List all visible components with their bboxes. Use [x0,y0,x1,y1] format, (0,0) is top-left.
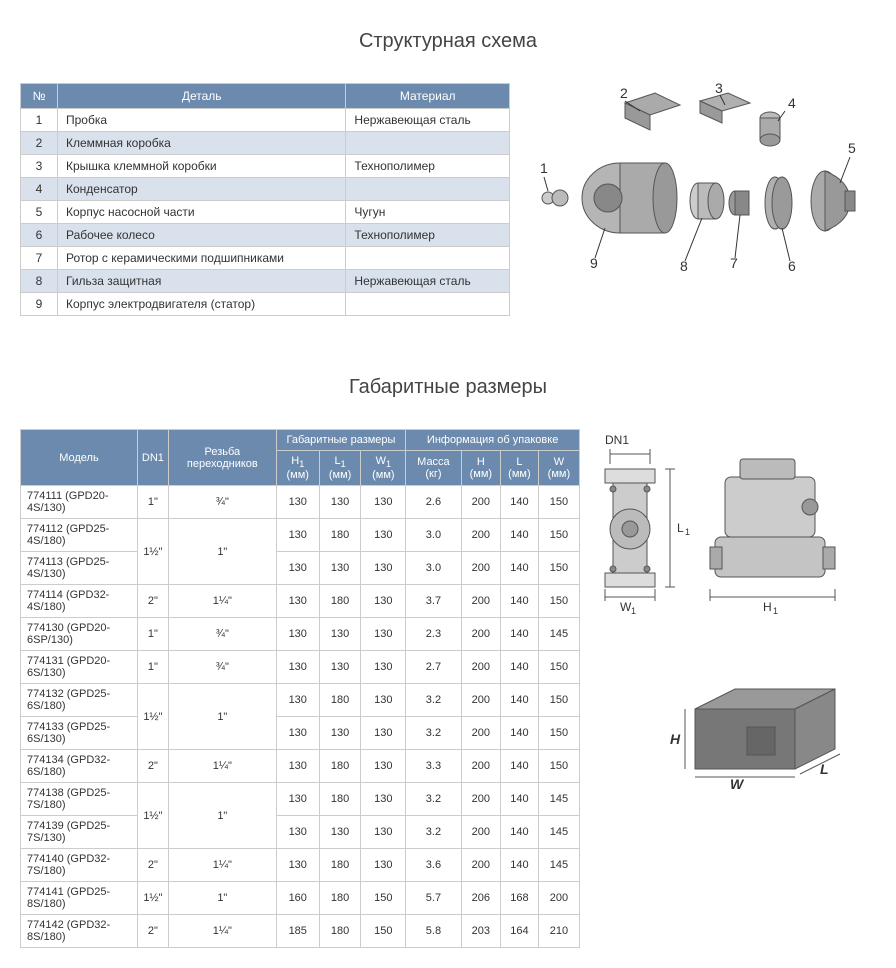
table-row: 774142 (GPD32-8S/180)2"1¼"1851801505.820… [21,915,580,948]
table-row: 774133 (GPD25-6S/130)1301301303.22001401… [21,717,580,750]
svg-text:7: 7 [730,255,738,271]
svg-text:1: 1 [773,606,778,616]
svg-text:3: 3 [715,83,723,96]
svg-text:5: 5 [848,140,856,156]
svg-text:H: H [763,600,772,614]
svg-text:6: 6 [788,258,796,274]
table-row: 6Рабочее колесоТехнополимер [21,224,510,247]
dh-l: L (мм) [501,451,539,486]
table-row: 774140 (GPD32-7S/180)2"1¼"1301801303.620… [21,849,580,882]
exploded-diagram: 2 3 4 1 [530,83,876,316]
dimension-drawings: DN1 W 1 [595,429,876,948]
table-row: 774134 (GPD32-6S/180)2"1¼"1301801303.320… [21,750,580,783]
dh-w1: W1 (мм) [361,451,406,486]
label-dn1: DN1 [605,433,629,447]
table-row: 774130 (GPD20-6SP/130)1"¾"1301301302.320… [21,618,580,651]
parts-header-mat: Материал [346,84,510,109]
table-row: 774141 (GPD25-8S/180)1½"1"1601801505.720… [21,882,580,915]
parts-header-num: № [21,84,58,109]
table-row: 774113 (GPD25-4S/130)1301301303.02001401… [21,552,580,585]
svg-text:1: 1 [540,160,548,176]
table-row: 2Клеммная коробка [21,132,510,155]
svg-text:W: W [730,776,745,789]
title-structure: Структурная схема [20,30,876,53]
parts-table: № Деталь Материал 1ПробкаНержавеющая ста… [20,83,510,316]
title-dimensions: Габаритные размеры [20,376,876,399]
table-row: 774114 (GPD32-4S/180)2"1¼"1301801303.720… [21,585,580,618]
table-row: 1ПробкаНержавеющая сталь [21,109,510,132]
svg-text:9: 9 [590,255,598,271]
dh-l1: L1 (мм) [319,451,361,486]
dh-h1: H1 (мм) [276,451,319,486]
table-row: 774131 (GPD20-6S/130)1"¾"1301301302.7200… [21,651,580,684]
table-row: 774138 (GPD25-7S/180)1½"1"1301801303.220… [21,783,580,816]
table-row: 4Конденсатор [21,178,510,201]
table-row: 7Ротор с керамическими подшипниками [21,247,510,270]
dh-thread: Резьба переходников [168,430,276,486]
table-row: 774111 (GPD20-4S/130)1"¾"1301301302.6200… [21,486,580,519]
svg-text:2: 2 [620,85,628,101]
dh-w: W (мм) [538,451,579,486]
dimensions-section: Модель DN1 Резьба переходников Габаритны… [20,429,876,948]
svg-text:L: L [677,521,684,535]
table-row: 5Корпус насосной частиЧугун [21,201,510,224]
svg-text:1: 1 [631,606,636,616]
table-row: 774112 (GPD25-4S/180)1½"1"1301801303.020… [21,519,580,552]
table-row: 774139 (GPD25-7S/130)1301301303.22001401… [21,816,580,849]
table-row: 3Крышка клеммной коробкиТехнополимер [21,155,510,178]
parts-header-name: Деталь [58,84,346,109]
structure-section: № Деталь Материал 1ПробкаНержавеющая ста… [20,83,876,316]
svg-text:8: 8 [680,258,688,274]
table-row: 9Корпус электродвигателя (статор) [21,293,510,316]
svg-text:1: 1 [685,527,690,537]
dimensions-table: Модель DN1 Резьба переходников Габаритны… [20,429,580,948]
dh-h: H (мм) [461,451,500,486]
dh-mass: Масса (кг) [406,451,461,486]
svg-text:4: 4 [788,95,796,111]
svg-text:H: H [670,731,681,747]
dh-model: Модель [21,430,138,486]
dh-dn1: DN1 [137,430,168,486]
dh-pack: Информация об упаковке [406,430,580,451]
dh-overall: Габаритные размеры [276,430,406,451]
table-row: 774132 (GPD25-6S/180)1½"1"1301801303.220… [21,684,580,717]
table-row: 8Гильза защитнаяНержавеющая сталь [21,270,510,293]
